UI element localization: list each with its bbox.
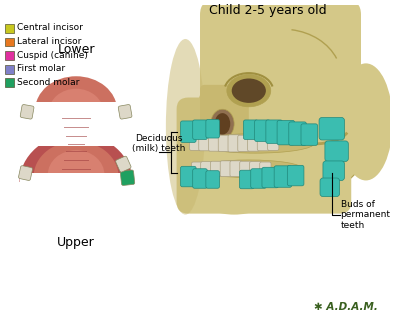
- Bar: [22, 107, 131, 146]
- FancyBboxPatch shape: [325, 141, 348, 161]
- FancyBboxPatch shape: [218, 135, 230, 152]
- FancyBboxPatch shape: [289, 122, 306, 145]
- FancyBboxPatch shape: [206, 171, 220, 188]
- FancyBboxPatch shape: [238, 135, 250, 152]
- FancyBboxPatch shape: [118, 105, 132, 119]
- FancyBboxPatch shape: [257, 136, 270, 151]
- FancyBboxPatch shape: [228, 135, 240, 152]
- FancyBboxPatch shape: [268, 136, 279, 150]
- Ellipse shape: [166, 39, 205, 215]
- FancyBboxPatch shape: [180, 166, 196, 187]
- FancyBboxPatch shape: [251, 169, 266, 188]
- Ellipse shape: [215, 113, 230, 135]
- FancyBboxPatch shape: [301, 124, 318, 145]
- Ellipse shape: [195, 160, 302, 178]
- FancyBboxPatch shape: [193, 120, 207, 140]
- Ellipse shape: [227, 75, 271, 107]
- FancyBboxPatch shape: [277, 120, 295, 145]
- Bar: [5, 65, 14, 74]
- Ellipse shape: [232, 78, 266, 103]
- FancyBboxPatch shape: [260, 162, 271, 175]
- Bar: [20, 173, 133, 221]
- FancyBboxPatch shape: [193, 169, 207, 188]
- FancyBboxPatch shape: [319, 117, 344, 140]
- FancyBboxPatch shape: [210, 161, 223, 176]
- Text: Buds of
permanent
teeth: Buds of permanent teeth: [340, 200, 390, 229]
- Ellipse shape: [273, 39, 351, 107]
- Bar: [5, 24, 14, 33]
- Ellipse shape: [22, 58, 131, 151]
- FancyBboxPatch shape: [192, 162, 203, 175]
- FancyBboxPatch shape: [244, 120, 258, 140]
- Bar: [20, 178, 133, 226]
- Ellipse shape: [211, 109, 234, 139]
- Ellipse shape: [197, 134, 314, 153]
- Ellipse shape: [34, 141, 118, 212]
- Bar: [22, 102, 131, 143]
- FancyBboxPatch shape: [18, 166, 32, 180]
- Ellipse shape: [339, 63, 393, 180]
- FancyBboxPatch shape: [248, 136, 260, 151]
- FancyBboxPatch shape: [320, 178, 340, 196]
- FancyBboxPatch shape: [240, 170, 254, 189]
- FancyBboxPatch shape: [240, 161, 252, 176]
- FancyBboxPatch shape: [176, 98, 351, 214]
- Ellipse shape: [205, 110, 312, 183]
- FancyBboxPatch shape: [255, 120, 270, 141]
- FancyBboxPatch shape: [206, 119, 220, 138]
- FancyBboxPatch shape: [116, 156, 131, 172]
- Bar: [15, 182, 138, 236]
- Bar: [5, 51, 14, 60]
- Text: Deciduous
(milk) teeth: Deciduous (milk) teeth: [132, 134, 186, 153]
- FancyBboxPatch shape: [274, 166, 292, 187]
- Bar: [16, 53, 136, 104]
- FancyBboxPatch shape: [200, 85, 249, 139]
- FancyBboxPatch shape: [220, 161, 232, 177]
- FancyBboxPatch shape: [266, 120, 282, 143]
- FancyBboxPatch shape: [230, 161, 242, 177]
- FancyBboxPatch shape: [190, 136, 201, 150]
- Text: Child 2-5 years old: Child 2-5 years old: [210, 4, 327, 17]
- Ellipse shape: [48, 150, 104, 199]
- Ellipse shape: [49, 89, 104, 136]
- Text: Cuspid (canine): Cuspid (canine): [16, 51, 88, 60]
- Bar: [5, 78, 14, 87]
- FancyBboxPatch shape: [323, 161, 344, 180]
- FancyBboxPatch shape: [262, 167, 278, 188]
- FancyBboxPatch shape: [250, 162, 262, 176]
- FancyBboxPatch shape: [20, 105, 34, 119]
- Ellipse shape: [35, 76, 117, 144]
- Ellipse shape: [202, 185, 266, 215]
- FancyBboxPatch shape: [201, 162, 213, 176]
- FancyBboxPatch shape: [120, 170, 135, 186]
- FancyBboxPatch shape: [208, 136, 221, 151]
- Text: Lateral incisor: Lateral incisor: [16, 37, 81, 46]
- Text: Upper: Upper: [57, 236, 95, 249]
- Text: Lower: Lower: [57, 43, 95, 56]
- FancyBboxPatch shape: [287, 165, 304, 186]
- Text: Second molar: Second molar: [16, 78, 79, 87]
- Bar: [5, 37, 14, 46]
- FancyBboxPatch shape: [180, 121, 196, 142]
- Text: ✱ A.D.A.M.: ✱ A.D.A.M.: [314, 302, 378, 312]
- Text: Central incisor: Central incisor: [16, 23, 82, 32]
- FancyBboxPatch shape: [200, 0, 361, 122]
- Text: First molar: First molar: [16, 64, 65, 73]
- Ellipse shape: [20, 134, 133, 231]
- Ellipse shape: [198, 32, 378, 203]
- FancyBboxPatch shape: [199, 136, 211, 151]
